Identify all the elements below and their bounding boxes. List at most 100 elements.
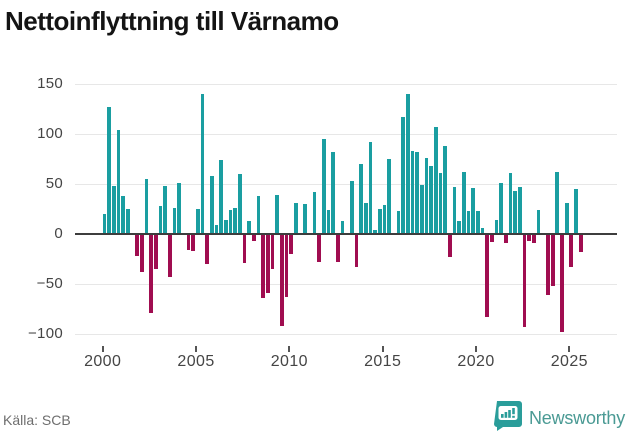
bar-2005-Q3[interactable] [205, 235, 210, 264]
bar-2020-Q3[interactable] [485, 235, 490, 317]
bar-2015-Q2[interactable] [387, 159, 392, 234]
bar-2003-Q2[interactable] [163, 186, 168, 234]
bar-2001-Q2[interactable] [126, 209, 130, 234]
bar-2008-Q4[interactable] [266, 235, 270, 293]
bar-2018-Q3[interactable] [448, 235, 452, 257]
bar-2004-Q4[interactable] [191, 235, 196, 251]
bar-2025-Q1[interactable] [569, 235, 574, 267]
bar-2004-Q1[interactable] [177, 183, 182, 234]
bar-2010-Q2[interactable] [294, 203, 298, 234]
bar-2022-Q2[interactable] [518, 187, 522, 234]
bar-2012-Q1[interactable] [326, 210, 331, 234]
bar-2003-Q1[interactable] [158, 206, 163, 234]
bar-2002-Q4[interactable] [154, 235, 158, 269]
bar-2023-Q1[interactable] [532, 235, 536, 243]
bar-2021-Q1[interactable] [494, 220, 499, 234]
bar-2000-Q3[interactable] [112, 186, 116, 234]
bar-2018-Q4[interactable] [452, 187, 457, 234]
bar-2024-Q1[interactable] [550, 235, 555, 286]
bar-2019-Q2[interactable] [462, 172, 466, 234]
bar-2007-Q1[interactable] [233, 208, 238, 234]
bar-2002-Q1[interactable] [140, 235, 144, 272]
bar-2014-Q1[interactable] [364, 203, 368, 234]
bar-2021-Q2[interactable] [499, 183, 504, 234]
bar-2000-Q1[interactable] [102, 214, 107, 234]
bar-2013-Q2[interactable] [350, 181, 354, 234]
bar-2009-Q3[interactable] [280, 235, 284, 326]
x-tick-label-2025: 2025 [550, 353, 588, 370]
bar-2017-Q2[interactable] [424, 158, 429, 234]
bar-2007-Q4[interactable] [247, 221, 252, 234]
bar-2021-Q3[interactable] [504, 235, 508, 243]
bar-2020-Q1[interactable] [476, 211, 480, 234]
bar-2021-Q4[interactable] [508, 173, 513, 234]
bar-2006-Q4[interactable] [228, 210, 233, 234]
bar-2001-Q4[interactable] [135, 235, 140, 256]
bar-2025-Q2[interactable] [574, 189, 578, 234]
bar-2020-Q4[interactable] [490, 235, 494, 242]
bar-2023-Q4[interactable] [546, 235, 550, 295]
bar-2007-Q2[interactable] [238, 174, 242, 234]
bar-2004-Q3[interactable] [186, 235, 191, 250]
bar-2012-Q3[interactable] [336, 235, 340, 262]
bar-2009-Q4[interactable] [284, 235, 289, 297]
bar-2003-Q3[interactable] [168, 235, 172, 277]
bar-2010-Q4[interactable] [303, 204, 308, 234]
bar-2013-Q4[interactable] [359, 164, 364, 234]
bar-2005-Q1[interactable] [196, 209, 200, 234]
bar-2014-Q3[interactable] [373, 230, 378, 234]
bar-2015-Q1[interactable] [382, 205, 387, 234]
bar-2016-Q4[interactable] [415, 152, 420, 234]
bar-2020-Q2[interactable] [480, 228, 485, 234]
bar-2008-Q2[interactable] [256, 196, 261, 234]
bar-2010-Q1[interactable] [289, 235, 294, 254]
brand-logo[interactable]: Newsworthy [493, 400, 625, 434]
bar-2023-Q2[interactable] [536, 210, 541, 234]
bar-2018-Q1[interactable] [438, 173, 443, 234]
bar-2005-Q2[interactable] [200, 94, 205, 234]
bar-2005-Q4[interactable] [210, 176, 214, 234]
bar-2016-Q3[interactable] [410, 151, 415, 234]
bar-2002-Q2[interactable] [144, 179, 149, 234]
bar-2025-Q3[interactable] [578, 235, 583, 252]
bar-2001-Q1[interactable] [121, 196, 126, 234]
bar-2006-Q1[interactable] [214, 225, 219, 234]
bar-2008-Q1[interactable] [252, 235, 256, 241]
y-tick-label-50: 50 [45, 175, 63, 192]
bar-2011-Q3[interactable] [317, 235, 322, 262]
bar-2000-Q4[interactable] [116, 130, 121, 234]
bar-2016-Q1[interactable] [401, 117, 406, 234]
x-tick-2000 [101, 346, 104, 352]
bar-2006-Q3[interactable] [224, 220, 228, 234]
bar-2013-Q3[interactable] [354, 235, 359, 267]
bar-2022-Q1[interactable] [513, 191, 518, 234]
bar-2019-Q3[interactable] [466, 211, 471, 234]
bar-2024-Q4[interactable] [564, 203, 569, 234]
bar-2009-Q2[interactable] [275, 195, 280, 234]
bar-2012-Q4[interactable] [340, 221, 345, 234]
bar-2008-Q3[interactable] [261, 235, 266, 298]
bar-2011-Q4[interactable] [322, 139, 326, 234]
bar-2017-Q3[interactable] [429, 166, 434, 234]
bar-2009-Q1[interactable] [270, 235, 275, 269]
bar-2003-Q4[interactable] [172, 208, 177, 234]
bar-2000-Q2[interactable] [107, 107, 112, 234]
bar-2017-Q4[interactable] [434, 127, 438, 234]
bar-2018-Q2[interactable] [443, 146, 448, 234]
bar-2014-Q2[interactable] [368, 142, 373, 234]
bar-2002-Q3[interactable] [149, 235, 154, 313]
bar-2015-Q4[interactable] [396, 211, 401, 234]
bar-2011-Q2[interactable] [312, 192, 317, 234]
bar-2019-Q4[interactable] [471, 188, 476, 234]
bar-2022-Q3[interactable] [522, 235, 527, 327]
bar-2007-Q3[interactable] [242, 235, 247, 263]
bar-2017-Q1[interactable] [420, 185, 424, 234]
bar-2024-Q2[interactable] [555, 172, 560, 234]
bar-2024-Q3[interactable] [560, 235, 564, 332]
bar-2006-Q2[interactable] [219, 160, 224, 234]
bar-2019-Q1[interactable] [457, 221, 462, 234]
bar-2012-Q2[interactable] [331, 152, 336, 234]
bar-2014-Q4[interactable] [378, 209, 382, 234]
bar-2022-Q4[interactable] [527, 235, 532, 241]
bar-2016-Q2[interactable] [406, 94, 410, 234]
